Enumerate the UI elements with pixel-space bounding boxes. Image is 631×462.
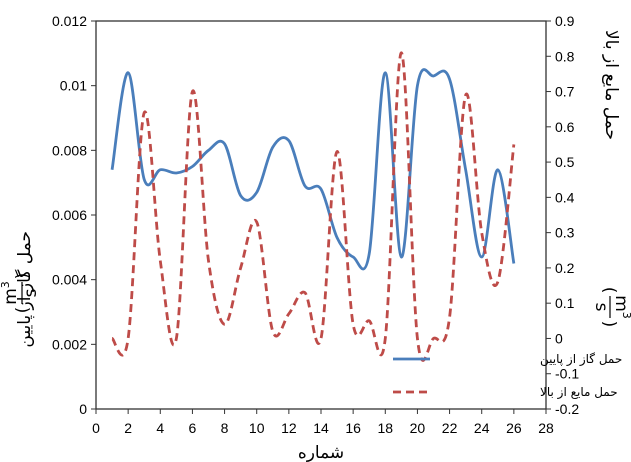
y-left-unit: m3 s ( ) — [0, 273, 41, 314]
y-right-tick-label: 0.4 — [555, 189, 575, 205]
y-left-unit-paren-open: ( — [13, 307, 33, 314]
y-right-unit: m3 s ( ) — [591, 287, 631, 328]
x-axis-title: شماره — [298, 443, 344, 462]
x-axis-label: شماره — [298, 443, 344, 462]
svg-text:m3: m3 — [0, 281, 21, 305]
x-tick-label: 2 — [124, 420, 132, 436]
x-tick-label: 22 — [442, 420, 458, 436]
y-left-unit-denominator: s — [21, 288, 41, 297]
x-tick-label: 0 — [92, 420, 100, 436]
y-left-axis-label: حمل گاز از پایین — [14, 231, 35, 348]
y-right-unit-exponent: 3 — [620, 312, 631, 319]
y-right-unit-paren-open: ( — [599, 287, 619, 294]
x-tick-label: 12 — [281, 420, 297, 436]
y-right-axis-title: حمل مایع از بالا — [601, 30, 621, 140]
legend-label-liquid: حمل مایع از بالا — [540, 385, 618, 400]
y-right-tick-label: 0.5 — [555, 154, 575, 170]
y-left-tick-label: 0.004 — [52, 272, 87, 288]
y-right-tick-label: -0.2 — [555, 401, 579, 417]
y-right-tick-label: 0.7 — [555, 84, 575, 100]
x-tick-label: 28 — [538, 420, 554, 436]
y-left-tick-label: 0 — [79, 401, 87, 417]
y-left-tick-label: 0.008 — [52, 142, 87, 158]
legend: حمل گاز از پایین حمل مایع از بالا — [393, 352, 622, 400]
y-right-tick-label: 0 — [555, 330, 563, 346]
y-left-tick-label: 0.01 — [60, 78, 87, 94]
y-left-tick-label: 0.002 — [52, 336, 87, 352]
y-right-unit-paren-close: ) — [599, 321, 619, 328]
y-right-axis-label: حمل مایع از بالا — [601, 30, 621, 140]
x-tick-label: 20 — [410, 420, 426, 436]
x-tick-label: 24 — [474, 420, 490, 436]
y-right-tick-label: -0.1 — [555, 366, 579, 382]
x-tick-label: 10 — [249, 420, 265, 436]
y-right-tick-label: 0.9 — [555, 13, 575, 29]
y-left-unit-numerator: m — [1, 288, 21, 305]
y-right-unit-numerator: m — [611, 295, 631, 312]
y-left-tick-label: 0.012 — [52, 13, 87, 29]
legend-label-gas: حمل گاز از پایین — [540, 352, 622, 367]
y-right-tick-label: 0.8 — [555, 48, 575, 64]
y-right-tick-label: 0.6 — [555, 119, 575, 135]
series-line-gas — [110, 68, 516, 271]
x-tick-label: 14 — [313, 420, 329, 436]
y-left-axis-title: حمل گاز از پایین — [14, 231, 35, 348]
x-tick-label: 4 — [156, 420, 164, 436]
y-right-tick-label: 0.3 — [555, 225, 575, 241]
y-left-unit-exponent: 3 — [0, 281, 12, 288]
x-tick-label: 18 — [377, 420, 393, 436]
x-tick-label: 8 — [221, 420, 229, 436]
series-line-liquid — [110, 51, 516, 362]
svg-text:m3: m3 — [611, 295, 631, 319]
x-tick-label: 16 — [345, 420, 361, 436]
y-right-tick-label: 0.1 — [555, 295, 575, 311]
y-left-unit-paren-close: ) — [13, 273, 33, 280]
y-left-tick-label: 0.006 — [52, 207, 87, 223]
y-right-tick-label: 0.2 — [555, 260, 575, 276]
x-tick-label: 6 — [189, 420, 197, 436]
y-right-unit-denominator: s — [591, 303, 611, 312]
x-tick-label: 26 — [506, 420, 522, 436]
